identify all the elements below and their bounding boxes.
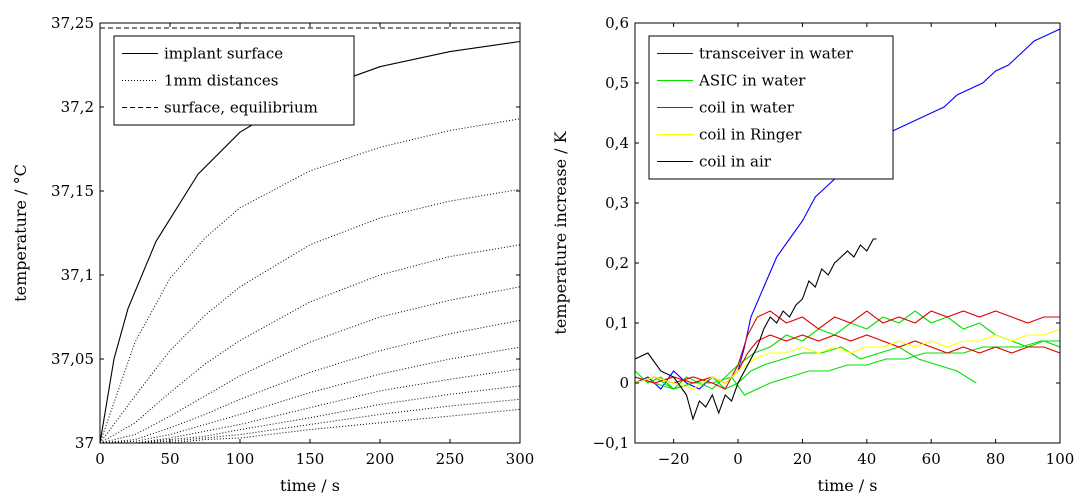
legend: transceiver in water ASIC in water coil in…	[648, 35, 894, 180]
plot-frame	[634, 22, 1061, 444]
series-line-7	[100, 368, 520, 443]
chart-left-temperature: 0 50 100 150 200 250 300 37 37,05 37,1 37,15 37,2 37…	[11, 14, 534, 495]
y-axis-label: temperature increase / K	[551, 130, 570, 334]
legend-label: transceiver in water	[699, 45, 854, 63]
series-line-4	[100, 286, 520, 443]
y-tick-label: 37	[75, 434, 94, 452]
x-tick-label: 200	[366, 450, 395, 468]
x-tick-label: 20	[793, 450, 812, 468]
y-tick-label: 0,6	[605, 14, 629, 32]
legend-label: 1mm distances	[164, 72, 278, 90]
y-tick-label: 37,15	[51, 182, 94, 200]
x-tick-label: 0	[95, 450, 105, 468]
series-line-3	[635, 340, 1060, 396]
x-axis-label: time / s	[280, 476, 340, 495]
x-tick-label: −20	[658, 450, 690, 468]
x-tick-label: 100	[226, 450, 255, 468]
series-line-0	[100, 40, 520, 443]
x-tick-label: 50	[160, 450, 179, 468]
y-axis-label: temperature / °C	[11, 164, 30, 302]
series-group	[100, 27, 520, 443]
y-tick-label: 0,1	[605, 314, 629, 332]
series-line-2	[100, 188, 520, 443]
x-tick-label: 250	[436, 450, 465, 468]
y-tick-label: 0,4	[605, 134, 629, 152]
legend-label: ASIC in water	[698, 72, 806, 90]
x-axis-label: time / s	[818, 476, 878, 495]
legend-label: coil in water	[699, 99, 795, 117]
legend-label: implant surface	[164, 45, 283, 63]
y-tick-label: 0	[619, 374, 629, 392]
y-tick-label: 37,05	[51, 350, 94, 368]
x-tick-label: 80	[986, 450, 1005, 468]
y-tick-label: −0,1	[593, 434, 629, 452]
series-line-10	[100, 408, 520, 443]
x-tick-label: 60	[922, 450, 941, 468]
x-tick-label: 40	[857, 450, 876, 468]
x-tick-label: 300	[506, 450, 535, 468]
chart-right-temperature-increase: −20 0 20 40 60 80 100 −0,1 0 0,1 0,2 0,3 0,4 0,5 0,6 ti…	[551, 14, 1074, 495]
series-line-1	[100, 118, 520, 443]
legend-label: surface, equilibrium	[164, 99, 318, 117]
legend-label: coil in air	[699, 153, 772, 171]
series-line-7	[635, 238, 877, 421]
y-tick-label: 37,2	[61, 98, 94, 116]
legend-label: coil in Ringer	[699, 126, 802, 144]
y-tick-label: 0,3	[605, 194, 629, 212]
x-tick-label: 150	[296, 450, 325, 468]
x-tick-label: 0	[733, 450, 743, 468]
series-line-3	[100, 244, 520, 443]
series-line-1	[635, 310, 1060, 390]
y-tick-label: 0,5	[605, 74, 629, 92]
legend-box	[113, 35, 355, 126]
series-line-4	[635, 310, 1060, 390]
x-tick-label: 100	[1046, 450, 1075, 468]
series-line-6	[635, 328, 1060, 390]
series-line-5	[100, 319, 520, 443]
series-line-8	[100, 385, 520, 443]
series-line-5	[635, 334, 1060, 384]
y-tick-label: 37,1	[61, 266, 94, 284]
series-line-6	[100, 346, 520, 443]
legend: implant surface 1mm distances surface, equ…	[113, 35, 355, 126]
y-tick-label: 0,2	[605, 254, 629, 272]
y-tick-label: 37,25	[51, 14, 94, 32]
